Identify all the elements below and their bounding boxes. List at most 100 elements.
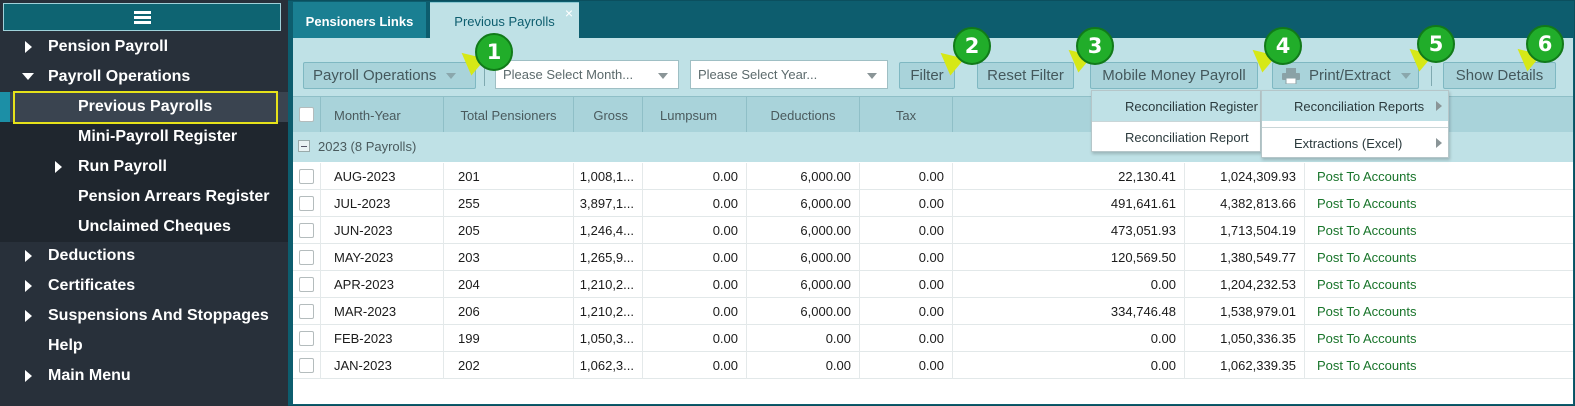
menu-item-reconciliation-register[interactable]: Reconciliation Register [1092, 91, 1260, 121]
post-to-accounts-link[interactable]: Post To Accounts [1317, 358, 1417, 373]
table-row[interactable]: APR-2023 204 1,210,2... 0.00 6,000.00 0.00 0.0… [293, 271, 1573, 298]
header-tax[interactable]: Tax [860, 97, 953, 133]
sidebar-item-run-payroll[interactable]: Run Payroll [0, 152, 288, 182]
cell-tax: 0.00 [860, 163, 953, 190]
tab-label: Pensioners Links [305, 13, 414, 29]
print-extract-button[interactable]: Print/Extract [1272, 62, 1419, 89]
year-select[interactable]: Please Select Year... [690, 60, 888, 89]
cell-tax: 0.00 [860, 190, 953, 217]
row-select-cell[interactable] [293, 190, 321, 217]
cell-deductions: 6,000.00 [747, 190, 860, 217]
header-deductions[interactable]: Deductions [747, 97, 860, 133]
table-row[interactable]: JUN-2023 205 1,246,4... 0.00 6,000.00 0.00 473… [293, 217, 1573, 244]
sidebar-item-label: Run Payroll [78, 158, 167, 175]
post-to-accounts-link[interactable]: Post To Accounts [1317, 304, 1417, 319]
cell-deductions: 0.00 [747, 325, 860, 352]
post-to-accounts-link[interactable]: Post To Accounts [1317, 277, 1417, 292]
sidebar-item-unclaimed-cheques[interactable]: Unclaimed Cheques [0, 212, 288, 242]
sidebar-item-pension-arrears-register[interactable]: Pension Arrears Register [0, 182, 288, 212]
cell-tax: 0.00 [860, 244, 953, 271]
close-icon[interactable]: × [564, 5, 573, 21]
cell-total-pensioners: 206 [444, 298, 574, 325]
row-checkbox[interactable] [299, 169, 314, 184]
cell-total-pensioners: 199 [444, 325, 574, 352]
sidebar-item-label: Main Menu [48, 367, 131, 384]
header-gross[interactable]: Gross [574, 97, 643, 133]
chevron-right-icon [25, 310, 32, 322]
table-row[interactable]: JAN-2023 202 1,062,3... 0.00 0.00 0.00 0.00 1,0… [293, 352, 1573, 379]
post-to-accounts-link[interactable]: Post To Accounts [1317, 331, 1417, 346]
sidebar-item-suspensions-and-stoppages[interactable]: Suspensions And Stoppages [0, 301, 288, 331]
cell-column-7: 491,641.61 [953, 190, 1185, 217]
header-lumpsum[interactable]: Lumpsum [643, 97, 747, 133]
payroll-operations-button[interactable]: Payroll Operations [303, 62, 476, 89]
post-to-accounts-link[interactable]: Post To Accounts [1317, 223, 1417, 238]
chevron-right-icon [55, 161, 62, 173]
row-select-cell[interactable] [293, 352, 321, 379]
collapse-icon[interactable] [298, 140, 310, 152]
tab-previous-payrolls[interactable]: Previous Payrolls × [430, 2, 579, 40]
divider [484, 66, 485, 86]
row-select-cell[interactable] [293, 163, 321, 190]
sidebar-item-label: Mini-Payroll Register [78, 128, 238, 145]
row-checkbox[interactable] [299, 277, 314, 292]
sidebar-item-label: Previous Payrolls [78, 98, 213, 115]
table-row[interactable]: AUG-2023 201 1,008,1... 0.00 6,000.00 0.00 22,… [293, 163, 1573, 190]
post-to-accounts-link[interactable]: Post To Accounts [1317, 196, 1417, 211]
sidebar-item-previous-payrolls[interactable]: Previous Payrolls [0, 92, 288, 122]
menu-item-extractions-excel[interactable]: Extractions (Excel) [1262, 128, 1448, 158]
row-checkbox[interactable] [299, 358, 314, 373]
cell-month-year: MAY-2023 [321, 244, 444, 271]
table-row[interactable]: MAY-2023 203 1,265,9... 0.00 6,000.00 0.00 120… [293, 244, 1573, 271]
sidebar-item-deductions[interactable]: Deductions [0, 241, 288, 271]
divider [1431, 66, 1432, 86]
show-details-button[interactable]: Show Details [1443, 62, 1556, 89]
tab-pensioners-links[interactable]: Pensioners Links [293, 2, 426, 40]
sidebar-item-mini-payroll-register[interactable]: Mini-Payroll Register [0, 122, 288, 152]
row-select-cell[interactable] [293, 325, 321, 352]
header-month-year[interactable]: Month-Year [321, 97, 444, 133]
sidebar-item-certificates[interactable]: Certificates [0, 271, 288, 301]
cell-gross: 1,062,3... [574, 352, 643, 379]
reset-filter-button[interactable]: Reset Filter [977, 62, 1074, 89]
callout-badge-6: 6 [1526, 25, 1564, 63]
row-select-cell[interactable] [293, 217, 321, 244]
menu-toggle-button[interactable] [3, 3, 281, 31]
button-label: Payroll Operations [313, 67, 437, 84]
menu-item-reconciliation-reports[interactable]: Reconciliation Reports [1262, 91, 1448, 121]
row-select-cell[interactable] [293, 271, 321, 298]
row-checkbox[interactable] [299, 250, 314, 265]
month-select[interactable]: Please Select Month... [495, 60, 679, 89]
cell-column-8: 1,713,504.19 [1185, 217, 1305, 244]
cell-tax: 0.00 [860, 298, 953, 325]
select-all-checkbox[interactable] [299, 107, 314, 122]
sidebar-item-payroll-operations[interactable]: Payroll Operations [0, 62, 288, 92]
callout-badge-4: 4 [1264, 27, 1302, 65]
row-checkbox[interactable] [299, 196, 314, 211]
cell-deductions: 6,000.00 [747, 271, 860, 298]
table-row[interactable]: FEB-2023 199 1,050,3... 0.00 0.00 0.00 0.00 1,0… [293, 325, 1573, 352]
table-row[interactable]: JUL-2023 255 3,897,1... 0.00 6,000.00 0.00 491… [293, 190, 1573, 217]
header-select-all[interactable] [293, 97, 321, 133]
menu-item-reconciliation-report[interactable]: Reconciliation Report [1125, 129, 1249, 145]
cell-total-pensioners: 255 [444, 190, 574, 217]
cell-column-8: 1,204,232.53 [1185, 271, 1305, 298]
cell-total-pensioners: 203 [444, 244, 574, 271]
row-checkbox[interactable] [299, 331, 314, 346]
header-total-pensioners[interactable]: Total Pensioners [444, 97, 574, 133]
row-select-cell[interactable] [293, 244, 321, 271]
sidebar-item-pension-payroll[interactable]: Pension Payroll [0, 32, 288, 62]
table-row[interactable]: MAR-2023 206 1,210,2... 0.00 6,000.00 0.00 334… [293, 298, 1573, 325]
sidebar-item-main-menu[interactable]: Main Menu [0, 361, 288, 391]
cell-column-8: 1,062,339.35 [1185, 352, 1305, 379]
mobile-money-payroll-button[interactable]: Mobile Money Payroll [1090, 62, 1258, 89]
row-checkbox[interactable] [299, 223, 314, 238]
cell-month-year: JUL-2023 [321, 190, 444, 217]
row-checkbox[interactable] [299, 304, 314, 319]
sidebar-item-help[interactable]: Help [0, 331, 288, 361]
post-to-accounts-link[interactable]: Post To Accounts [1317, 169, 1417, 184]
filter-button[interactable]: Filter [899, 62, 955, 89]
cell-deductions: 6,000.00 [747, 163, 860, 190]
row-select-cell[interactable] [293, 298, 321, 325]
post-to-accounts-link[interactable]: Post To Accounts [1317, 250, 1417, 265]
